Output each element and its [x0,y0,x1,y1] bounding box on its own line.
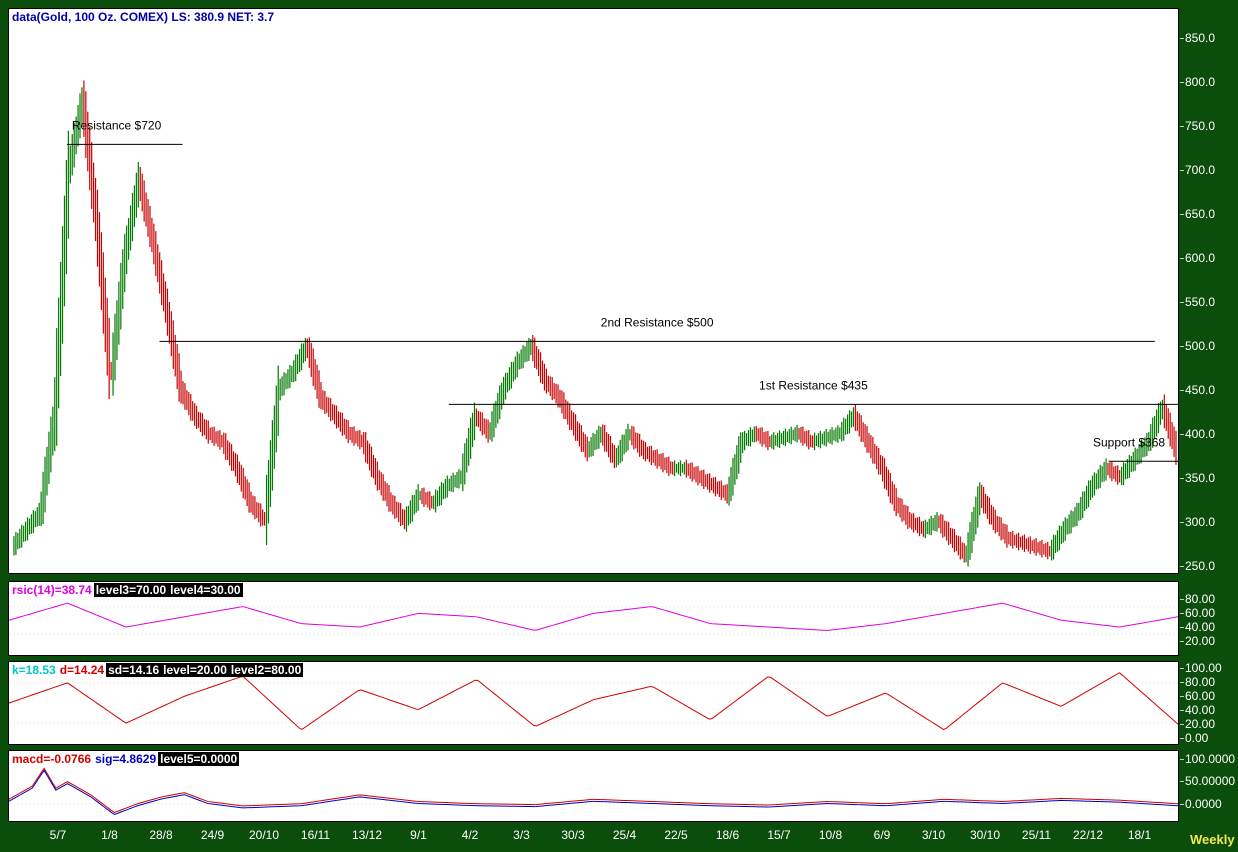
price-chart: Resistance $720 2nd Resistance $500 1st Re… [13,80,1178,567]
stochastic-legend: k=18.53 d=14.24 sd=14.16 level=20.00 level2=… [10,663,304,677]
y-tick-label: 20.00 [1179,634,1216,649]
x-tick-label: 3/10 [921,828,946,842]
price-y-axis: 250.0 300.0 350.0 400.0 450.0 500.0 550.0 600.0… [1179,8,1238,574]
y-tick-label: 20.00 [1179,716,1216,731]
y-tick-label: 350.0 [1179,470,1216,485]
stoch-d-value: d=14.24 [59,663,105,677]
x-tick-label: 15/7 [767,828,791,842]
x-tick-label: 22/5 [664,828,688,842]
macd-legend: macd=-0.0766 sig=4.8629 level5=0.0000 [10,752,240,766]
time-axis: 5/7 1/8 28/8 24/9 20/10 16/11 13/12 9/1 4/2 3/3 30… [8,826,1179,846]
rsi-panel: rsic(14)=38.74 level3=70.00 level4=30.00 [8,581,1179,656]
y-tick-label: 500.0 [1179,338,1216,353]
x-tick-label: 9/1 [410,828,427,842]
sr-label: Resistance $720 [72,118,162,132]
rsi-level-70: level3=70.00 [93,583,169,597]
y-tick-label: 80.00 [1179,592,1216,607]
stochastic-panel: k=18.53 d=14.24 sd=14.16 level=20.00 level2=… [8,661,1179,745]
x-tick-label: 1/8 [101,828,118,842]
x-tick-label: 18/1 [1127,828,1152,842]
y-tick-label: 40.00 [1179,620,1216,635]
rsi-legend: rsic(14)=38.74 level3=70.00 level4=30.00 [10,583,243,597]
x-tick-label: 4/2 [461,828,479,842]
rsi-y-axis: 20.00 40.00 60.00 80.00 [1179,581,1238,656]
macd-value: macd=-0.0766 [12,752,92,766]
stochastic-y-axis: 0.00 20.00 40.00 60.00 80.00 100.00 [1179,661,1238,745]
x-tick-label: 25/11 [1021,828,1052,842]
x-tick-label: 3/3 [513,828,530,842]
sr-label: 1st Resistance $435 [759,378,868,392]
x-tick-label: 6/9 [873,828,891,842]
stoch-k-value: k=18.53 [12,663,56,677]
y-tick-label: 0.0000 [1180,797,1222,812]
rsi-value: rsic(14)=38.74 [12,583,92,597]
indicator-line [9,767,1178,814]
x-tick-label: 10/8 [818,828,843,842]
stochastic-chart [9,672,1178,731]
y-tick-label: 750.0 [1179,119,1216,134]
sr-label: Support $368 [1093,435,1165,449]
x-tick-label: 5/7 [49,828,67,842]
y-tick-label: 0.00 [1179,730,1209,745]
y-tick-label: 100.0000 [1179,751,1236,766]
x-tick-label: 30/10 [969,828,1001,842]
y-tick-label: 800.0 [1179,75,1216,90]
macd-signal-value: sig=4.8629 [95,752,157,766]
x-tick-label: 24/9 [200,828,225,842]
y-tick-label: 550.0 [1179,294,1216,309]
y-tick-label: 250.0 [1179,558,1216,573]
price-title: data(Gold, 100 Oz. COMEX) LS: 380.9 NET:… [12,10,275,24]
y-tick-label: 60.00 [1179,689,1216,704]
y-tick-label: 60.00 [1179,606,1216,621]
rsi-chart [9,602,1178,635]
x-tick-label: 30/3 [561,828,585,842]
y-tick-label: 650.0 [1179,207,1216,222]
macd-level-0: level5=0.0000 [158,752,240,766]
indicator-line [9,602,1178,631]
y-tick-label: 300.0 [1179,514,1216,529]
stoch-sd-value: sd=14.16 [106,663,162,677]
x-tick-label: 28/8 [149,828,173,842]
y-tick-label: 600.0 [1179,251,1216,266]
y-tick-label: 700.0 [1179,163,1216,178]
x-tick-label: 18/6 [715,828,740,842]
macd-y-axis: 0.0000 50.00000 100.0000 [1179,750,1238,822]
y-tick-label: 80.00 [1179,675,1216,690]
y-tick-label: 850.0 [1179,31,1216,46]
rsi-level-30: level4=30.00 [168,583,243,597]
y-tick-label: 50.00000 [1179,774,1236,789]
x-tick-label: 25/4 [612,828,637,842]
macd-chart [9,767,1178,816]
sr-label: 2nd Resistance $500 [601,315,714,329]
price-panel: Resistance $720 2nd Resistance $500 1st Re… [8,8,1179,574]
stoch-level-80: level2=80.00 [228,663,304,677]
x-tick-label: 13/12 [351,828,383,842]
y-tick-label: 450.0 [1179,382,1216,397]
price-legend: data(Gold, 100 Oz. COMEX) LS: 380.9 NET:… [10,10,276,24]
macd-panel: macd=-0.0766 sig=4.8629 level5=0.0000 [8,750,1179,822]
x-tick-label: 20/10 [248,828,280,842]
y-tick-label: 400.0 [1179,426,1216,441]
y-tick-label: 40.00 [1179,702,1216,717]
signal-line [9,769,1178,816]
stoch-level-20: level=20.00 [161,663,229,677]
period-label[interactable]: Weekly [1190,832,1235,847]
indicator-line [9,672,1178,731]
x-tick-label: 22/12 [1072,828,1104,842]
y-tick-label: 100.00 [1180,661,1222,676]
x-tick-label: 16/11 [300,828,331,842]
